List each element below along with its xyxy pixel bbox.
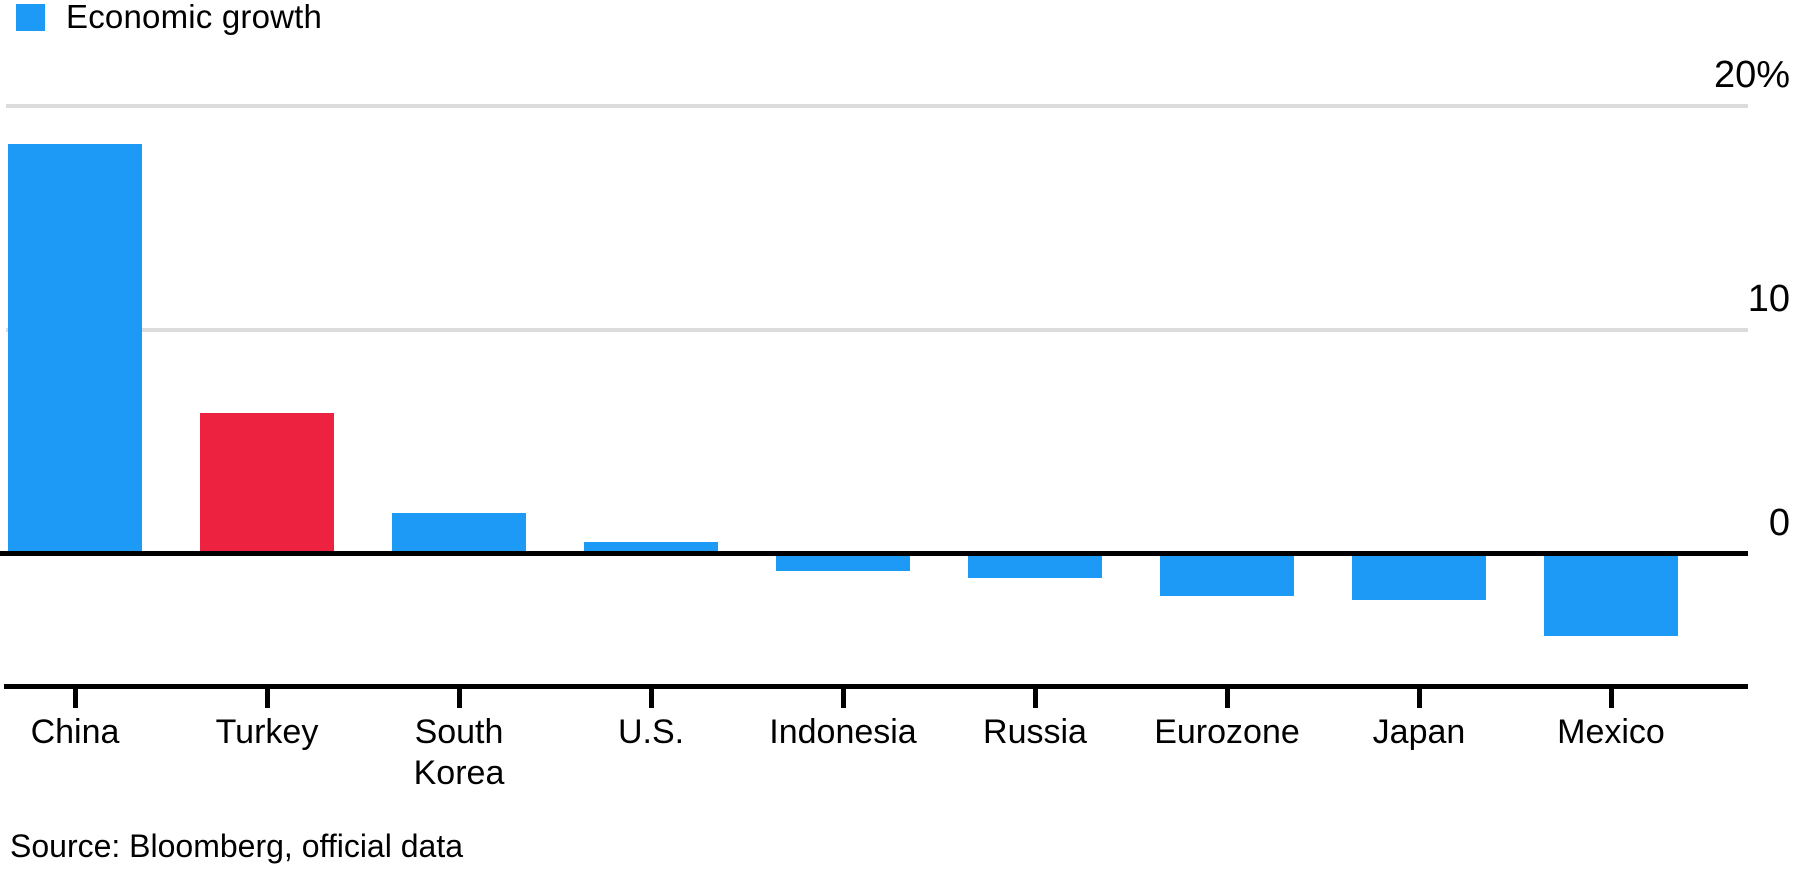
x-tick-7: [1224, 689, 1230, 708]
legend: Economic growth: [16, 0, 322, 33]
source-note: Source: Bloomberg, official data: [10, 828, 463, 864]
x-tick-5: [840, 689, 846, 708]
y-axis-label-0: 0: [1768, 501, 1790, 544]
legend-label: Economic growth: [66, 0, 323, 35]
x-tick-1: [72, 689, 78, 708]
x-category-label-china: China: [30, 713, 120, 751]
gridline-10: [6, 327, 1748, 332]
zero-line: [0, 551, 1748, 556]
y-axis-label-20: 20%: [1713, 54, 1790, 96]
bar-indonesia: [776, 552, 910, 572]
x-tick-2: [264, 689, 270, 708]
x-axis-line: [4, 684, 1748, 689]
x-category-label-russia: Russia: [983, 713, 1087, 751]
x-category-label-mexico: Mexico: [1557, 713, 1665, 751]
bar-eurozone: [1160, 552, 1294, 596]
x-category-label-u-s-: U.S.: [617, 713, 685, 751]
x-category-label-turkey: Turkey: [215, 713, 319, 751]
x-tick-8: [1416, 689, 1422, 708]
y-axis-label-10: 10: [1747, 277, 1790, 320]
bar-turkey: [200, 412, 334, 556]
bar-south-korea: [392, 513, 526, 556]
gridline-20: [6, 104, 1748, 108]
bar-china: [8, 144, 142, 556]
bar-mexico: [1544, 552, 1678, 637]
x-tick-9: [1608, 689, 1614, 708]
x-tick-3: [456, 689, 462, 708]
x-tick-6: [1032, 689, 1038, 708]
x-tick-4: [648, 689, 654, 708]
legend-swatch-icon: [16, 4, 45, 31]
bar-japan: [1352, 552, 1486, 601]
bar-russia: [968, 552, 1102, 578]
x-category-label-japan: Japan: [1372, 713, 1466, 751]
x-category-label-south-korea: South Korea: [413, 713, 505, 792]
x-category-label-eurozone: Eurozone: [1154, 713, 1300, 751]
x-category-label-indonesia: Indonesia: [769, 713, 917, 751]
